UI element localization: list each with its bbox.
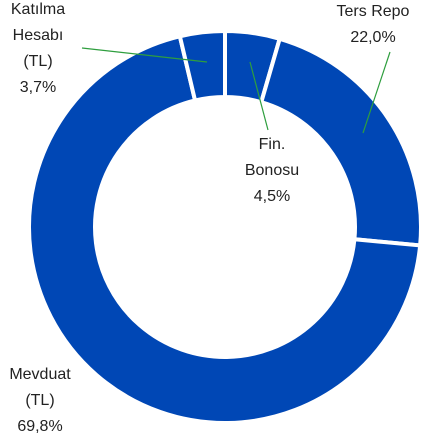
slice-label: Fin. Bonosu 4,5% (241, 132, 303, 210)
value-label: 22,0% (350, 29, 396, 46)
slices (27, 28, 423, 425)
leader-line (81, 47, 208, 63)
value-label: 3,7% (19, 79, 57, 96)
category-label: Ters Repo (336, 3, 410, 20)
value-label: 4,5% (253, 188, 291, 205)
value-label: 69,8% (17, 418, 63, 435)
category-label: Katılma Hesabı (TL) (10, 1, 66, 70)
slice-label: Katılma Hesabı (TL) 3,7% (0, 0, 76, 101)
leader-line (362, 51, 391, 134)
leader-line (249, 61, 269, 131)
leader-lines (81, 47, 391, 134)
category-label: Mevduat (TL) (9, 366, 71, 409)
slice (258, 36, 423, 248)
category-label: Fin. Bonosu (244, 136, 300, 179)
slice-label: Ters Repo 22,0% (313, 0, 433, 51)
slice-label: Mevduat (TL) 69,8% (0, 362, 80, 440)
slice (177, 28, 227, 103)
slice (27, 33, 423, 425)
